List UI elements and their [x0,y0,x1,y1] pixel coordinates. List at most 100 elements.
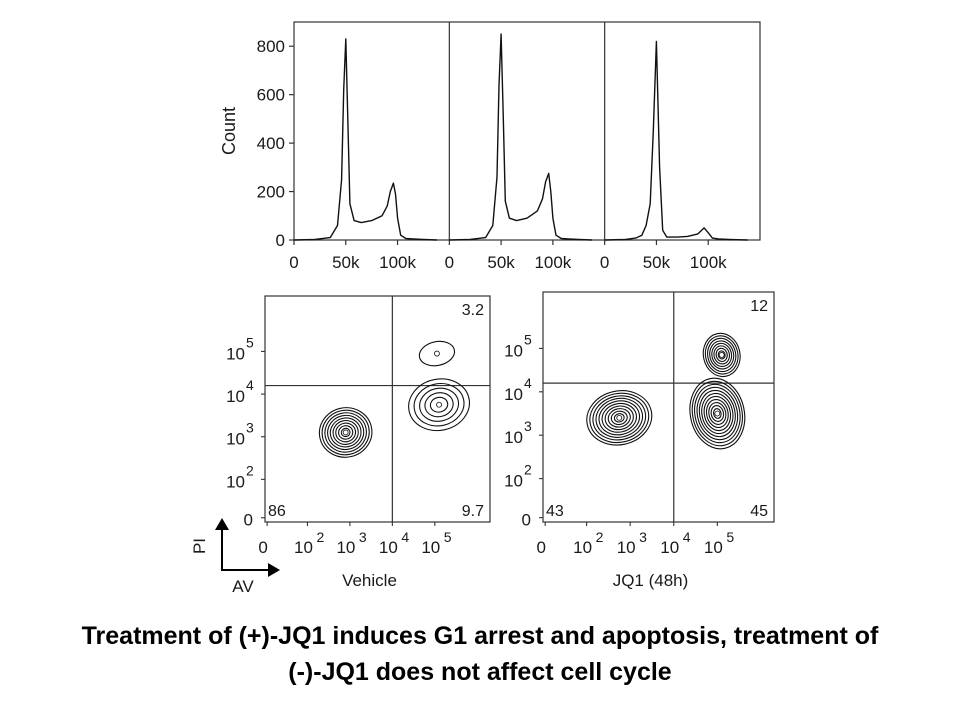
contour-ring [698,389,736,438]
contour-ring [717,350,726,360]
contour-y-tick-exponent: 2 [524,462,532,478]
contour-ring [694,383,741,444]
contour-panel-2-name: JQ1 (48h) [613,571,689,590]
contour-x-tick-label: 10 [336,538,355,557]
contour-ring [703,395,732,432]
contour-y-tick-label: 10 [226,472,245,491]
contour-ring [592,395,647,441]
contour-center [434,350,440,357]
contour-ring [713,345,731,365]
contour-ring [696,386,739,441]
contour-ring [707,337,737,373]
contour-panel-2-frame [542,291,775,523]
quadrant-value-lower-left: 86 [268,503,286,520]
histogram-frame [293,21,761,241]
contour-y-tick-label: 10 [504,385,523,404]
contour-y-tick-label: 10 [504,472,523,491]
contour-x-tick-label: 10 [704,538,723,557]
contour-y-tick-exponent: 5 [246,334,254,350]
contour-x-tick-exponent: 5 [444,529,452,545]
contour-ring [613,413,625,423]
histogram-x-tick-label: 100k [534,253,571,272]
contour-ring [709,340,735,370]
contour-ring [318,407,373,458]
contour-ring [321,409,370,456]
contour-ring [338,425,354,440]
pi-axis-arrowhead [215,518,229,530]
contour-ring [708,402,727,425]
histogram-y-tick-label: 200 [257,183,285,202]
contour-ring [715,347,728,363]
contour-ring [704,335,739,375]
contour-ring [601,402,638,433]
quadrant-value-lower-right: 45 [750,503,768,520]
contour-ring [711,342,733,368]
contour-ring [713,408,722,419]
contour-y-tick-exponent: 2 [246,462,254,478]
histogram-y-tick-label: 800 [257,37,285,56]
contour-x-tick-label: 10 [379,538,398,557]
contour-x-tick-label: 10 [421,538,440,557]
caption-line-1: Treatment of (+)-JQ1 induces G1 arrest a… [81,622,879,650]
contour-y-tick-exponent: 4 [246,377,254,393]
contour-ring [607,408,631,428]
contour-x-tick-label: 10 [617,538,636,557]
contour-ring [710,405,725,422]
contour-ring [429,396,449,413]
histogram-x-tick-label: 50k [332,253,360,272]
contour-ring [604,405,634,431]
histogram-y-tick-label: 600 [257,86,285,105]
contour-center [342,429,349,436]
contour-ring [689,377,746,450]
quadrant-value-upper-right: 12 [750,298,768,315]
histogram-series-3 [604,40,748,241]
contour-x-tick-exponent: 3 [639,529,647,545]
contour-center [714,410,721,417]
histogram-series-2 [449,33,593,241]
contour-center [436,401,442,408]
histogram-series-1 [293,38,437,241]
contour-ring [586,390,653,446]
contour-y-tick-exponent: 4 [524,375,532,391]
histogram-x-tick-label: 0 [289,253,298,272]
contour-ring [595,397,644,438]
av-axis-arrowhead [268,563,280,577]
quadrant-value-lower-left: 43 [546,503,564,520]
contour-x-tick-exponent: 2 [596,529,604,545]
contour-ring [702,332,741,378]
contour-ring [335,422,357,443]
contour-ring [340,427,351,438]
histogram-x-tick-label: 0 [445,253,454,272]
contour-x-tick-exponent: 4 [683,529,691,545]
contour-y-tick-label: 0 [522,511,531,530]
contour-ring [610,410,628,426]
contour-ring [332,419,359,445]
contour-ring [424,392,454,418]
contour-y-tick-label: 10 [226,430,245,449]
histogram-y-tick-label: 400 [257,134,285,153]
contour-x-tick-label: 10 [573,538,592,557]
contour-center [616,414,623,421]
histogram-x-tick-label: 50k [487,253,515,272]
contour-x-tick-exponent: 2 [316,529,324,545]
caption-line-2: (-)-JQ1 does not affect cell cycle [288,658,672,686]
contour-y-tick-label: 10 [504,428,523,447]
contour-ring [701,392,734,435]
contour-x-tick-exponent: 5 [726,529,734,545]
quadrant-value-lower-right: 9.7 [462,503,484,520]
histogram-x-tick-label: 100k [379,253,416,272]
histogram-x-tick-label: 0 [600,253,609,272]
contour-x-tick-label: 10 [660,538,679,557]
av-axis-label: AV [232,577,254,596]
contour-ring [327,414,365,451]
contour-center [718,352,725,358]
histogram-x-tick-label: 100k [690,253,727,272]
histogram-x-tick-label: 50k [643,253,671,272]
contour-ring [589,392,650,444]
contour-y-tick-exponent: 5 [524,331,532,347]
contour-ring [324,412,367,453]
contour-ring [598,400,641,436]
contour-x-tick-label: 10 [294,538,313,557]
contour-ring [691,380,743,447]
